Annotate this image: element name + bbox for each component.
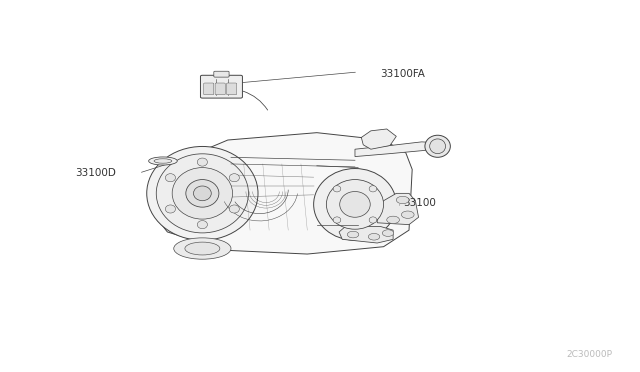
Ellipse shape xyxy=(369,186,377,192)
Text: 33100FA: 33100FA xyxy=(380,69,425,79)
FancyBboxPatch shape xyxy=(214,71,229,77)
Polygon shape xyxy=(339,227,393,243)
Ellipse shape xyxy=(185,242,220,255)
Ellipse shape xyxy=(340,192,370,217)
Ellipse shape xyxy=(165,174,175,182)
FancyBboxPatch shape xyxy=(200,75,243,98)
Polygon shape xyxy=(362,129,396,149)
Ellipse shape xyxy=(154,159,172,163)
Circle shape xyxy=(369,234,380,240)
Ellipse shape xyxy=(197,221,207,229)
Ellipse shape xyxy=(186,180,219,207)
FancyBboxPatch shape xyxy=(227,83,237,95)
Ellipse shape xyxy=(429,139,445,154)
Text: 33100D: 33100D xyxy=(76,168,116,178)
Ellipse shape xyxy=(333,217,341,223)
Ellipse shape xyxy=(425,135,451,157)
Ellipse shape xyxy=(197,158,207,166)
Ellipse shape xyxy=(173,238,231,259)
Ellipse shape xyxy=(229,205,239,213)
Circle shape xyxy=(396,196,409,203)
Circle shape xyxy=(382,230,394,236)
FancyBboxPatch shape xyxy=(204,83,214,95)
Ellipse shape xyxy=(148,157,177,165)
Circle shape xyxy=(387,216,399,224)
Ellipse shape xyxy=(314,169,396,240)
Circle shape xyxy=(348,231,359,238)
Ellipse shape xyxy=(326,180,383,229)
FancyBboxPatch shape xyxy=(215,83,225,95)
Polygon shape xyxy=(355,142,435,157)
Polygon shape xyxy=(152,133,412,254)
Text: 2C30000P: 2C30000P xyxy=(566,350,612,359)
Ellipse shape xyxy=(193,186,211,201)
Text: 33100: 33100 xyxy=(403,198,436,208)
Ellipse shape xyxy=(333,186,341,192)
Ellipse shape xyxy=(165,205,175,213)
Ellipse shape xyxy=(147,147,258,240)
Polygon shape xyxy=(377,193,419,225)
Ellipse shape xyxy=(156,154,248,233)
Ellipse shape xyxy=(229,174,239,182)
Ellipse shape xyxy=(369,217,377,223)
Ellipse shape xyxy=(172,168,232,219)
Circle shape xyxy=(401,211,414,218)
